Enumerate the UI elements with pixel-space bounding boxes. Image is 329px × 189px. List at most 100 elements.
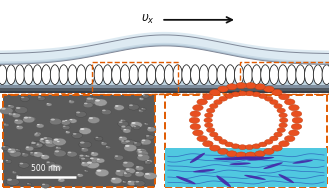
Ellipse shape (38, 96, 41, 98)
Ellipse shape (82, 148, 84, 149)
Ellipse shape (45, 140, 54, 145)
Ellipse shape (131, 122, 136, 124)
Ellipse shape (91, 98, 97, 102)
Ellipse shape (79, 128, 91, 134)
Ellipse shape (9, 113, 11, 114)
Ellipse shape (8, 105, 14, 109)
Circle shape (264, 86, 274, 92)
Ellipse shape (121, 140, 128, 144)
Ellipse shape (28, 117, 31, 118)
Ellipse shape (26, 146, 29, 148)
Ellipse shape (124, 140, 137, 147)
Ellipse shape (7, 148, 17, 153)
Bar (240, 62, 329, 94)
Ellipse shape (115, 155, 118, 157)
Ellipse shape (67, 151, 77, 157)
Ellipse shape (61, 120, 70, 125)
Ellipse shape (6, 178, 19, 186)
Ellipse shape (115, 105, 118, 107)
Circle shape (231, 92, 240, 97)
Ellipse shape (120, 120, 123, 121)
Ellipse shape (13, 113, 16, 115)
Circle shape (210, 89, 220, 95)
Ellipse shape (126, 168, 130, 170)
Ellipse shape (20, 96, 30, 101)
Ellipse shape (36, 124, 44, 128)
Ellipse shape (37, 144, 39, 145)
Ellipse shape (261, 65, 270, 84)
Ellipse shape (141, 108, 146, 111)
Circle shape (214, 136, 222, 141)
Circle shape (289, 105, 299, 111)
Circle shape (270, 100, 278, 105)
Ellipse shape (305, 65, 314, 84)
Circle shape (274, 132, 282, 137)
Ellipse shape (105, 146, 111, 149)
Circle shape (259, 94, 267, 98)
Ellipse shape (62, 125, 70, 130)
Ellipse shape (244, 175, 266, 180)
Ellipse shape (54, 150, 66, 157)
Ellipse shape (80, 157, 91, 163)
Ellipse shape (69, 100, 71, 101)
Ellipse shape (24, 117, 28, 119)
Ellipse shape (65, 131, 70, 134)
Ellipse shape (128, 181, 131, 182)
Ellipse shape (37, 96, 45, 101)
Ellipse shape (94, 65, 103, 84)
Ellipse shape (86, 161, 99, 169)
Ellipse shape (45, 161, 56, 167)
Ellipse shape (34, 152, 38, 154)
Ellipse shape (6, 160, 8, 161)
Ellipse shape (133, 126, 140, 130)
Ellipse shape (134, 126, 136, 127)
Ellipse shape (134, 142, 137, 143)
Circle shape (272, 145, 282, 151)
Ellipse shape (3, 123, 9, 127)
Ellipse shape (30, 142, 43, 149)
Ellipse shape (136, 166, 139, 168)
Circle shape (197, 136, 207, 142)
Ellipse shape (19, 163, 23, 164)
Bar (164, 148, 327, 187)
Bar (0, 91, 329, 93)
Ellipse shape (120, 120, 126, 123)
Circle shape (279, 123, 287, 128)
Ellipse shape (30, 152, 33, 153)
Ellipse shape (53, 138, 66, 146)
Ellipse shape (135, 172, 144, 177)
Ellipse shape (25, 146, 34, 151)
Ellipse shape (12, 113, 20, 118)
Circle shape (255, 84, 265, 90)
Bar (3, 94, 155, 187)
Ellipse shape (125, 140, 130, 142)
Circle shape (190, 124, 201, 130)
Ellipse shape (27, 183, 32, 186)
Circle shape (289, 130, 299, 136)
Ellipse shape (66, 131, 67, 132)
Ellipse shape (95, 169, 109, 177)
Ellipse shape (322, 65, 329, 84)
Ellipse shape (190, 153, 205, 163)
Ellipse shape (148, 127, 151, 129)
Ellipse shape (95, 99, 100, 101)
Ellipse shape (17, 126, 19, 127)
Ellipse shape (119, 137, 122, 138)
Circle shape (204, 118, 212, 123)
Ellipse shape (212, 95, 280, 145)
Ellipse shape (118, 121, 129, 127)
Ellipse shape (278, 174, 294, 183)
Ellipse shape (125, 145, 130, 147)
Ellipse shape (42, 184, 45, 185)
Circle shape (218, 148, 228, 154)
Ellipse shape (34, 133, 37, 135)
Ellipse shape (90, 157, 94, 159)
Ellipse shape (101, 109, 112, 115)
Ellipse shape (136, 172, 139, 173)
Ellipse shape (80, 142, 85, 144)
Ellipse shape (114, 105, 124, 110)
Circle shape (259, 142, 267, 147)
Ellipse shape (139, 110, 143, 112)
Ellipse shape (83, 102, 93, 108)
Ellipse shape (176, 176, 196, 184)
